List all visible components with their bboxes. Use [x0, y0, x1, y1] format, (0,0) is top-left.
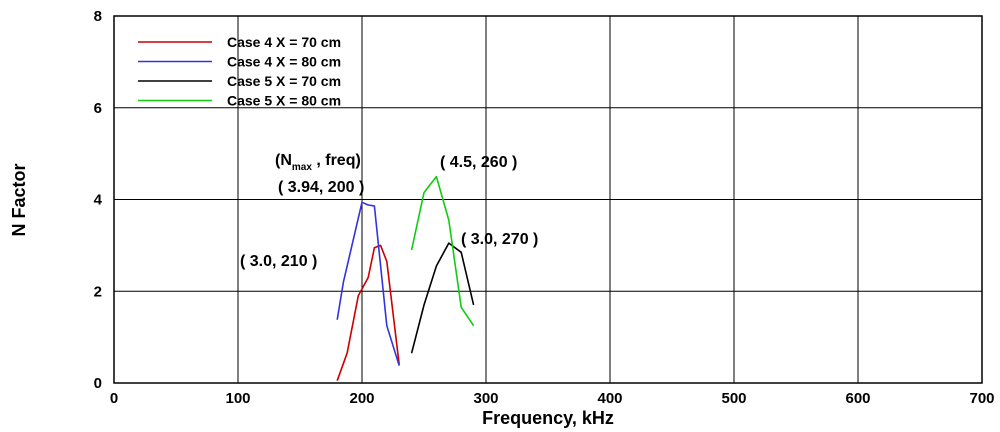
legend-label: Case 5 X = 70 cm — [227, 73, 341, 89]
y-tick-label: 6 — [94, 100, 102, 117]
tick-labels: 0 100 200 300 400 500 600 700 0 2 4 6 8 — [94, 8, 995, 407]
y-axis-title: N Factor — [9, 163, 29, 236]
series-line-case-4-x-80-cm — [336, 201, 400, 366]
annotations: (Nmax , freq) ( 3.94, 200 ) ( 3.0, 210 )… — [240, 152, 538, 270]
x-tick-label: 300 — [473, 390, 498, 407]
series-lines — [336, 175, 475, 381]
annotation-nmax-sub: max — [292, 162, 312, 173]
annotation-case5-80: ( 4.5, 260 ) — [440, 154, 517, 171]
grid — [113, 15, 983, 384]
annotation-nmax-rest: , freq) — [312, 152, 361, 169]
annotation-case4-80: ( 3.94, 200 ) — [278, 179, 364, 196]
x-tick-label: 400 — [597, 390, 622, 407]
legend-label: Case 4 X = 70 cm — [227, 34, 341, 50]
series-line-case-5-x-70-cm — [410, 242, 475, 354]
annotation-case4-70: ( 3.0, 210 ) — [240, 253, 317, 270]
annotation-nmax-freq: (Nmax , freq) — [275, 152, 361, 173]
y-tick-label: 4 — [94, 192, 103, 209]
series-line-case-5-x-80-cm — [410, 175, 475, 327]
x-tick-label: 500 — [721, 390, 746, 407]
legend: Case 4 X = 70 cm Case 4 X = 80 cm Case 5 X… — [138, 34, 341, 109]
y-tick-label: 0 — [94, 375, 102, 392]
x-tick-label: 100 — [225, 390, 250, 407]
annotation-case5-70: ( 3.0, 270 ) — [461, 231, 538, 248]
series-line-case-4-x-70-cm — [336, 244, 400, 381]
y-tick-label: 8 — [94, 8, 102, 25]
x-axis-title: Frequency, kHz — [482, 408, 614, 428]
legend-label: Case 5 X = 80 cm — [227, 93, 341, 109]
annotation-nmax-main: (N — [275, 152, 292, 169]
plot-frame — [113, 15, 983, 384]
x-tick-label: 200 — [349, 390, 374, 407]
x-tick-label: 700 — [969, 390, 994, 407]
legend-label: Case 4 X = 80 cm — [227, 54, 341, 70]
x-tick-label: 0 — [110, 390, 118, 407]
y-tick-label: 2 — [94, 283, 102, 300]
x-tick-label: 600 — [845, 390, 870, 407]
